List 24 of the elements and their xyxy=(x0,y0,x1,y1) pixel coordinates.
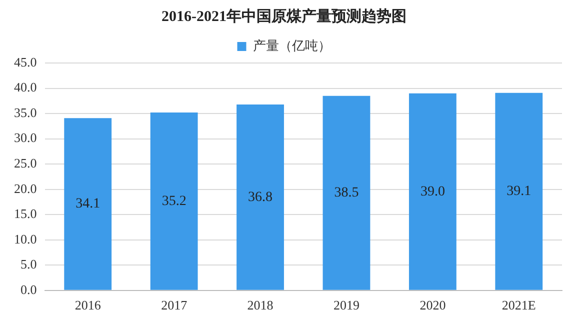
chart-title: 2016-2021年中国原煤产量预测趋势图 xyxy=(162,8,406,25)
y-tick-label: 45.0 xyxy=(14,54,37,70)
y-tick-label: 20.0 xyxy=(14,180,37,196)
x-tick-label: 2021E xyxy=(502,298,536,313)
x-tick-label: 2020 xyxy=(420,298,446,313)
y-tick-label: 10.0 xyxy=(14,231,37,246)
data-label: 38.5 xyxy=(334,186,359,201)
x-tick-label: 2018 xyxy=(247,298,274,313)
y-tick-label: 5.0 xyxy=(20,256,37,272)
data-label: 39.1 xyxy=(506,184,532,200)
y-tick-label: 25.0 xyxy=(14,155,37,170)
x-tick-label: 2016 xyxy=(74,298,102,313)
y-tick-label: 15.0 xyxy=(14,206,37,222)
y-tick-label: 35.0 xyxy=(14,104,37,120)
data-label: 36.8 xyxy=(248,190,273,205)
data-label: 34.1 xyxy=(76,196,100,212)
x-tick-label: 2017 xyxy=(161,298,188,313)
data-label: 35.2 xyxy=(162,194,186,209)
y-tick-label: 0.0 xyxy=(20,282,37,297)
y-tick-label: 30.0 xyxy=(14,130,37,146)
y-tick-label: 40.0 xyxy=(14,80,37,95)
data-label: 39.0 xyxy=(420,184,445,200)
x-tick-label: 2019 xyxy=(333,298,360,313)
legend-label: 产量（亿吨） xyxy=(252,38,331,53)
